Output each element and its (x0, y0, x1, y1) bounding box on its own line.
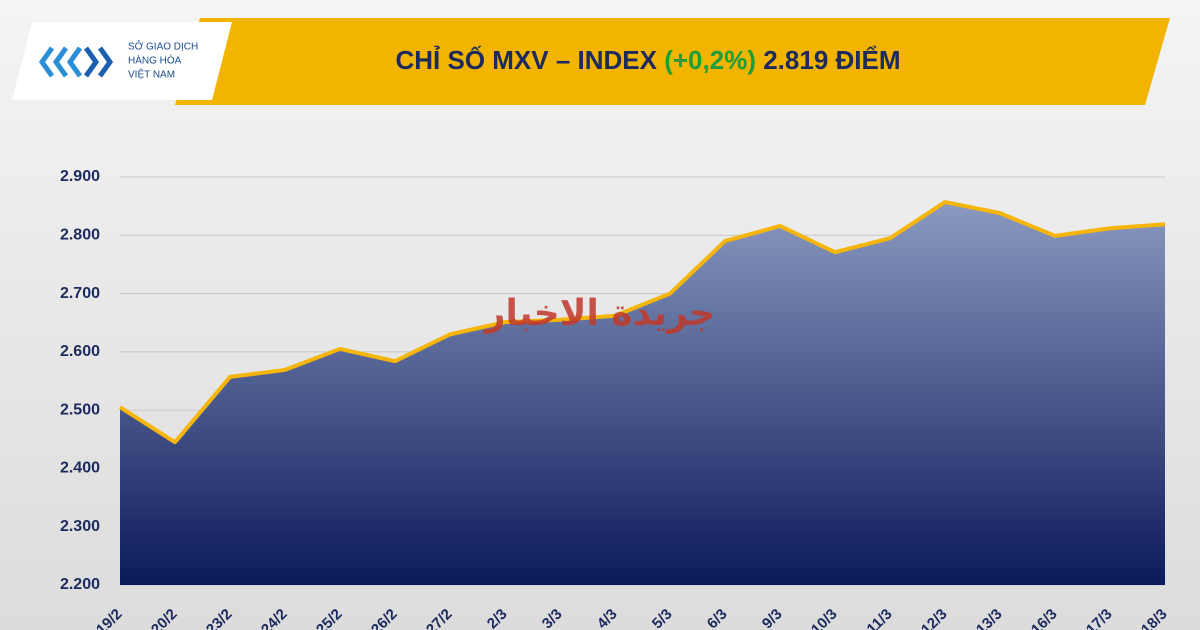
line (118, 200, 1166, 445)
y-tick-label: 2.200 (60, 576, 100, 593)
title-change: (+0,2%) (664, 45, 756, 75)
logo-text: SỞ GIAO DỊCH (128, 40, 198, 53)
watermark: جريدة الاخبار (483, 293, 715, 334)
y-tick-label: 2.300 (60, 518, 100, 535)
y-tick-label: 2.700 (60, 285, 100, 302)
logo-text: HÀNG HÓA (128, 54, 182, 67)
y-tick-label: 2.400 (60, 460, 100, 477)
logo-text: VIỆT NAM (128, 68, 175, 81)
title-banner (175, 18, 1170, 105)
logo-box (12, 22, 232, 100)
y-tick-label: 2.500 (60, 401, 100, 418)
title-level: 2.819 ĐIỂM (763, 45, 900, 75)
chart-title: CHỈ SỐ MXV – INDEX (+0,2%) 2.819 ĐIỂM (395, 45, 900, 75)
y-tick-label: 2.900 (60, 168, 100, 185)
y-tick-label: 2.600 (60, 343, 100, 360)
y-tick-label: 2.800 (60, 227, 100, 244)
logo-icon (38, 46, 114, 78)
title-main: CHỈ SỐ MXV – INDEX (395, 45, 657, 75)
area (120, 202, 1165, 585)
